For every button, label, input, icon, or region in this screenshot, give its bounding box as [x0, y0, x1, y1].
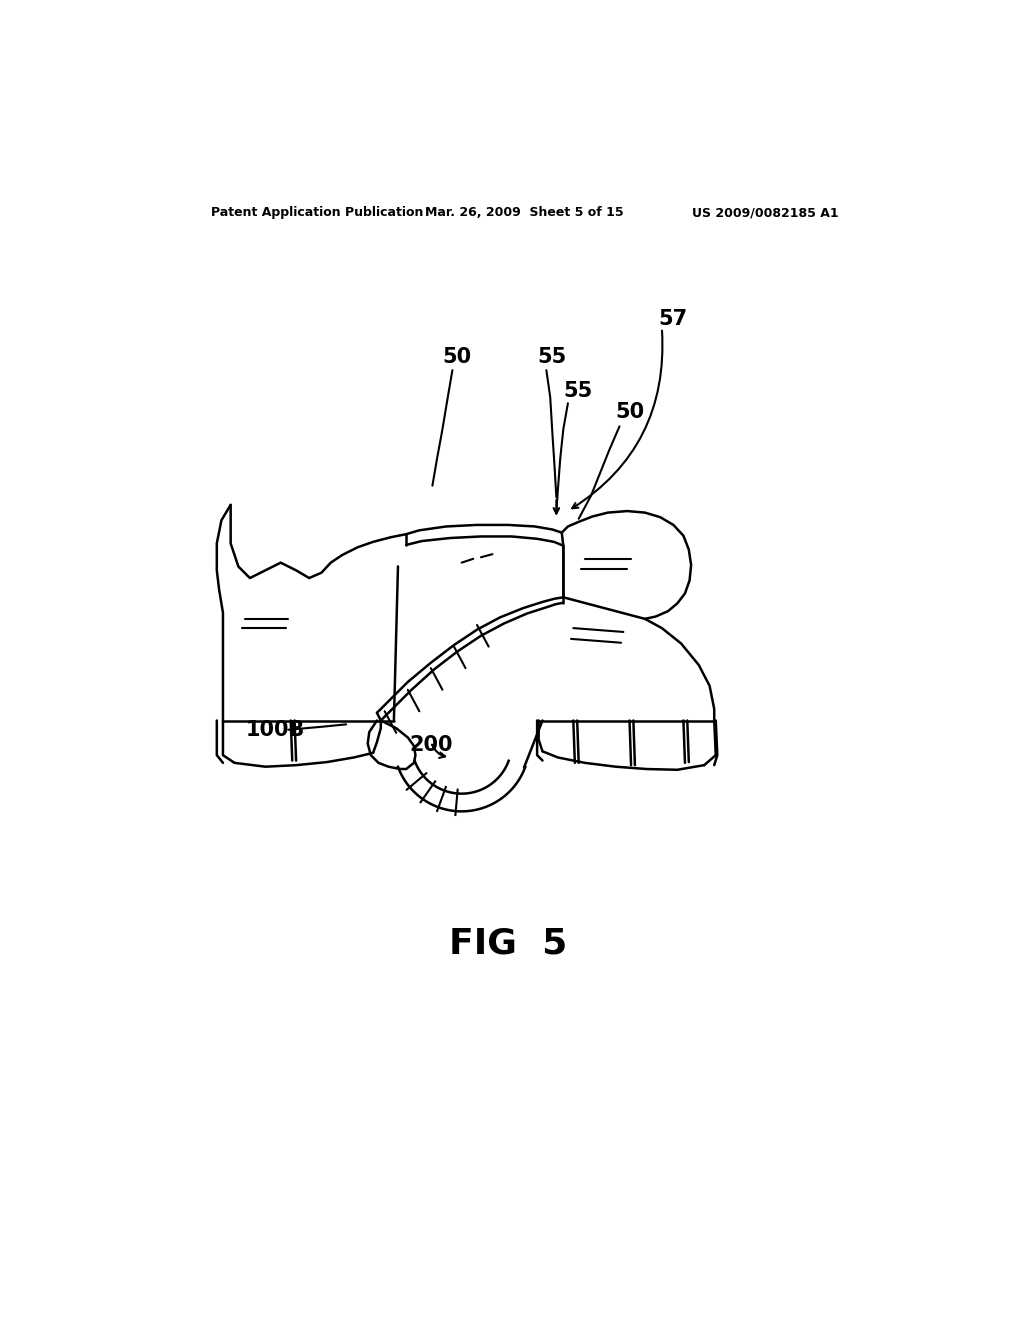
Text: FIG  5: FIG 5: [449, 927, 567, 961]
Text: 50: 50: [615, 403, 645, 422]
Text: 57: 57: [658, 309, 687, 329]
Text: 50: 50: [442, 347, 471, 367]
Text: 200: 200: [410, 735, 453, 755]
Text: 100B: 100B: [246, 719, 305, 739]
Text: Patent Application Publication: Patent Application Publication: [211, 206, 424, 219]
Text: US 2009/0082185 A1: US 2009/0082185 A1: [692, 206, 839, 219]
Text: 55: 55: [538, 347, 566, 367]
Text: 55: 55: [563, 381, 593, 401]
Text: Mar. 26, 2009  Sheet 5 of 15: Mar. 26, 2009 Sheet 5 of 15: [426, 206, 624, 219]
